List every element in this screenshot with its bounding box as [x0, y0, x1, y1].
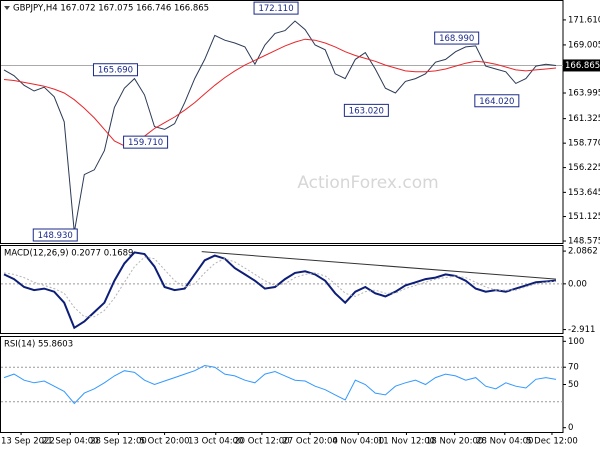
y-tick-label: 0.00 [568, 279, 587, 289]
panel-title: RSI(14) 55.8603 [4, 340, 73, 350]
y-tick-label: 163.995 [568, 89, 600, 99]
y-tick-label: 158.770 [568, 139, 600, 149]
price-annotation-box [474, 94, 520, 108]
series-line [3, 251, 557, 330]
x-tick-label: 28 Nov 04:00 [476, 437, 533, 447]
price-annotation: 159.710 [128, 138, 163, 148]
x-tick-label: 20 Oct 12:00 [234, 437, 289, 447]
symbol-menu-icon [4, 6, 10, 10]
price-annotation-box [253, 1, 299, 15]
y-tick-label: 2.0862 [568, 247, 598, 257]
series-line [3, 38, 557, 147]
x-tick-label: 5 Oct 20:00 [140, 437, 190, 447]
y-tick-label: 148.575 [568, 237, 600, 247]
price-annotation: 165.690 [98, 66, 133, 76]
last-price-tag [563, 59, 600, 72]
x-tick-label: 18 Nov 20:00 [426, 437, 483, 447]
macd-panel-frame [0, 245, 564, 334]
price-annotation-box [434, 31, 480, 45]
x-tick-label: 11 Nov 12:00 [378, 437, 435, 447]
price-annotation-box [92, 63, 138, 77]
y-tick-label: -2.911 [568, 325, 595, 335]
y-tick-label: 70 [568, 363, 579, 373]
panel-title: MACD(12,26,9) 0.2077 0.1689 [4, 249, 133, 259]
watermark: ActionForex.com [297, 173, 438, 193]
series-line [3, 256, 557, 318]
y-tick-label: 156.225 [568, 163, 600, 173]
price-annotation: 164.020 [479, 97, 514, 107]
y-tick-label: 0 [568, 423, 573, 433]
panel-title: GBPJPY,H4 167.072 167.075 166.746 166.86… [13, 4, 209, 14]
series-line [3, 20, 557, 233]
price-annotation-box [343, 103, 389, 117]
x-tick-label: 28 Sep 12:00 [90, 437, 147, 447]
y-tick-label: 169.005 [568, 40, 600, 50]
y-tick-label: 50 [568, 380, 579, 390]
x-tick-label: 13 Sep 2022 [1, 437, 55, 447]
price-annotation: 172.110 [258, 4, 293, 14]
price-annotation: 148.930 [38, 231, 73, 241]
trendline [201, 251, 557, 280]
x-tick-label: 4 Nov 04:00 [332, 437, 384, 447]
x-tick-label: 27 Oct 20:00 [282, 437, 337, 447]
price-annotation: 168.990 [439, 34, 474, 44]
price-annotation-box [32, 228, 78, 242]
y-tick-label: 171.610 [568, 15, 600, 25]
x-tick-label: 5 Dec 12:00 [526, 437, 578, 447]
price-panel-frame [0, 0, 564, 244]
x-tick-label: 21 Sep 04:00 [42, 437, 99, 447]
y-tick-label: 151.125 [568, 212, 600, 222]
series-line [3, 364, 557, 405]
last-price-label: 166.865 [565, 61, 600, 71]
price-annotation-box [123, 135, 169, 149]
price-annotation: 163.020 [349, 106, 384, 116]
y-tick-label: 161.325 [568, 114, 600, 124]
y-tick-label: 100 [568, 337, 584, 347]
y-tick-label: 153.645 [568, 188, 600, 198]
x-tick-label: 13 Oct 04:00 [188, 437, 243, 447]
